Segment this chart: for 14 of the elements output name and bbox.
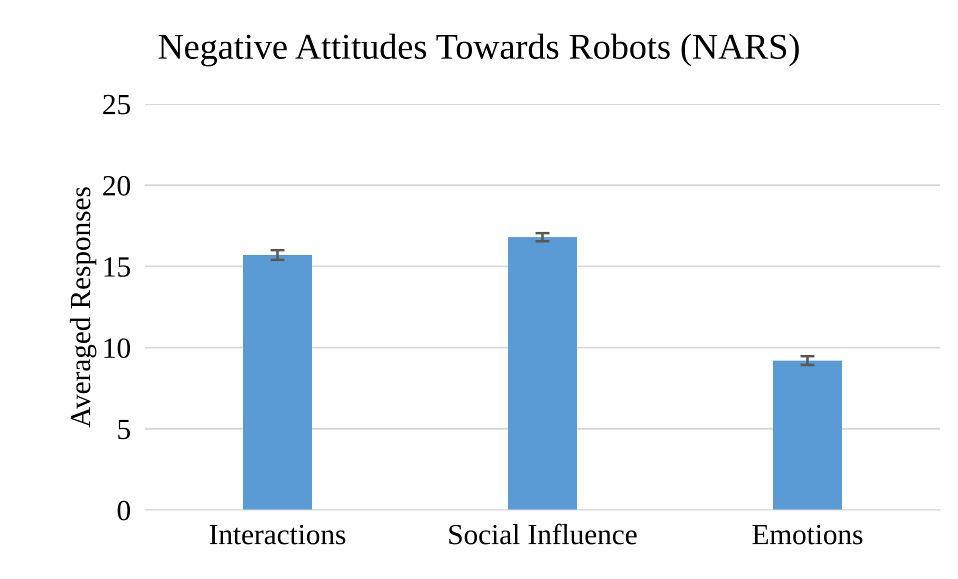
bar — [773, 360, 842, 510]
y-tick-label: 5 — [118, 420, 130, 440]
y-tick-label: 15 — [104, 257, 130, 277]
y-axis-title: Averaged Responses — [70, 187, 96, 428]
bar — [508, 237, 577, 510]
x-tick-label: Interactions — [210, 524, 346, 544]
chart-title: Negative Attitudes Towards Robots (NARS) — [158, 34, 799, 66]
bar — [243, 255, 312, 510]
y-tick-label: 25 — [103, 94, 130, 114]
y-tick-label: 0 — [118, 500, 130, 520]
y-tick-label: 20 — [103, 176, 130, 196]
x-tick-label: Emotions — [752, 524, 862, 544]
x-tick-label: Social Influence — [449, 524, 637, 544]
y-tick-label: 10 — [104, 338, 130, 358]
